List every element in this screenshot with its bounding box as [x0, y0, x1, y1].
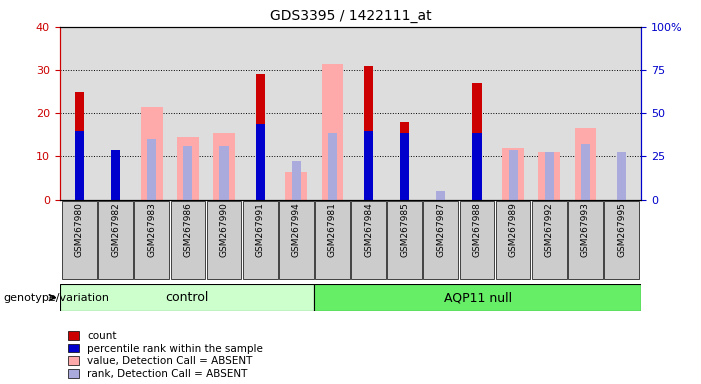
- Bar: [322, 64, 343, 200]
- Bar: [575, 128, 597, 200]
- Text: GSM267981: GSM267981: [328, 202, 337, 257]
- Bar: [147, 139, 156, 200]
- Text: GSM267993: GSM267993: [581, 202, 590, 257]
- Text: genotype/variation: genotype/variation: [4, 293, 109, 303]
- Bar: [503, 148, 524, 200]
- Bar: [184, 146, 192, 200]
- FancyBboxPatch shape: [496, 201, 531, 279]
- Bar: [364, 131, 373, 200]
- Legend: count, percentile rank within the sample, value, Detection Call = ABSENT, rank, : count, percentile rank within the sample…: [68, 331, 263, 379]
- FancyBboxPatch shape: [62, 201, 97, 279]
- FancyBboxPatch shape: [170, 201, 205, 279]
- Bar: [141, 107, 163, 200]
- FancyBboxPatch shape: [568, 201, 603, 279]
- Bar: [219, 146, 229, 200]
- Bar: [60, 284, 314, 311]
- Bar: [436, 191, 445, 200]
- Text: GSM267994: GSM267994: [292, 202, 301, 257]
- Bar: [256, 74, 265, 200]
- Bar: [581, 144, 590, 200]
- FancyBboxPatch shape: [315, 201, 350, 279]
- Text: AQP11 null: AQP11 null: [444, 291, 512, 304]
- Text: GSM267982: GSM267982: [111, 202, 120, 257]
- Bar: [285, 172, 307, 200]
- Text: GSM267987: GSM267987: [436, 202, 445, 257]
- Text: GSM267989: GSM267989: [509, 202, 517, 257]
- Bar: [314, 284, 641, 311]
- Title: GDS3395 / 1422111_at: GDS3395 / 1422111_at: [270, 9, 431, 23]
- FancyBboxPatch shape: [423, 201, 458, 279]
- Text: GSM267992: GSM267992: [545, 202, 554, 257]
- FancyBboxPatch shape: [532, 201, 566, 279]
- Text: GSM267983: GSM267983: [147, 202, 156, 257]
- Bar: [111, 150, 120, 200]
- Bar: [111, 150, 120, 200]
- FancyBboxPatch shape: [604, 201, 639, 279]
- FancyBboxPatch shape: [98, 201, 133, 279]
- Bar: [617, 152, 626, 200]
- Bar: [472, 83, 482, 200]
- Text: GSM267990: GSM267990: [219, 202, 229, 257]
- Text: GSM267980: GSM267980: [75, 202, 84, 257]
- FancyBboxPatch shape: [460, 201, 494, 279]
- FancyBboxPatch shape: [243, 201, 278, 279]
- Text: GSM267995: GSM267995: [617, 202, 626, 257]
- Bar: [75, 131, 84, 200]
- FancyBboxPatch shape: [351, 201, 386, 279]
- Text: GSM267988: GSM267988: [472, 202, 482, 257]
- FancyBboxPatch shape: [279, 201, 313, 279]
- Bar: [328, 133, 337, 200]
- Bar: [400, 122, 409, 200]
- Bar: [538, 152, 560, 200]
- Bar: [75, 92, 84, 200]
- Text: control: control: [165, 291, 209, 304]
- Text: GSM267984: GSM267984: [364, 202, 373, 257]
- Bar: [177, 137, 198, 200]
- Bar: [545, 152, 554, 200]
- FancyBboxPatch shape: [388, 201, 422, 279]
- Bar: [400, 133, 409, 200]
- Text: GSM267986: GSM267986: [184, 202, 192, 257]
- Bar: [213, 133, 235, 200]
- Text: GSM267991: GSM267991: [256, 202, 265, 257]
- Bar: [472, 133, 482, 200]
- Bar: [256, 124, 265, 200]
- Text: GSM267985: GSM267985: [400, 202, 409, 257]
- Bar: [292, 161, 301, 200]
- Bar: [364, 66, 373, 200]
- Bar: [509, 150, 517, 200]
- FancyBboxPatch shape: [135, 201, 169, 279]
- FancyBboxPatch shape: [207, 201, 241, 279]
